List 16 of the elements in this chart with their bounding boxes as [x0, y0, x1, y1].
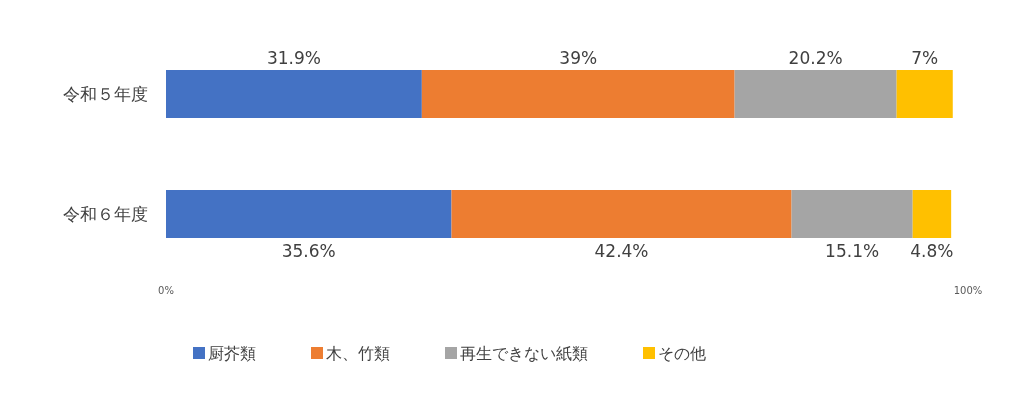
data-label: 42.4%	[594, 241, 649, 261]
x-tick-label: 0%	[158, 285, 174, 296]
legend-label: 木、竹類	[326, 344, 390, 363]
legend-label: 厨芥類	[208, 344, 256, 363]
x-tick-label: 100%	[953, 285, 983, 296]
y-tick-label: 令和６年度	[63, 204, 148, 224]
data-label: 39%	[559, 48, 598, 68]
data-label: 4.8%	[910, 241, 954, 261]
data-label: 35.6%	[281, 241, 336, 261]
legend-label: その他	[658, 344, 706, 363]
data-label: 20.2%	[788, 48, 843, 68]
data-label: 15.1%	[825, 241, 880, 261]
legend-label: 再生できない紙類	[460, 344, 588, 363]
data-label: 7%	[911, 48, 939, 68]
y-tick-label: 令和５年度	[63, 84, 148, 104]
data-label: 31.9%	[266, 48, 321, 68]
